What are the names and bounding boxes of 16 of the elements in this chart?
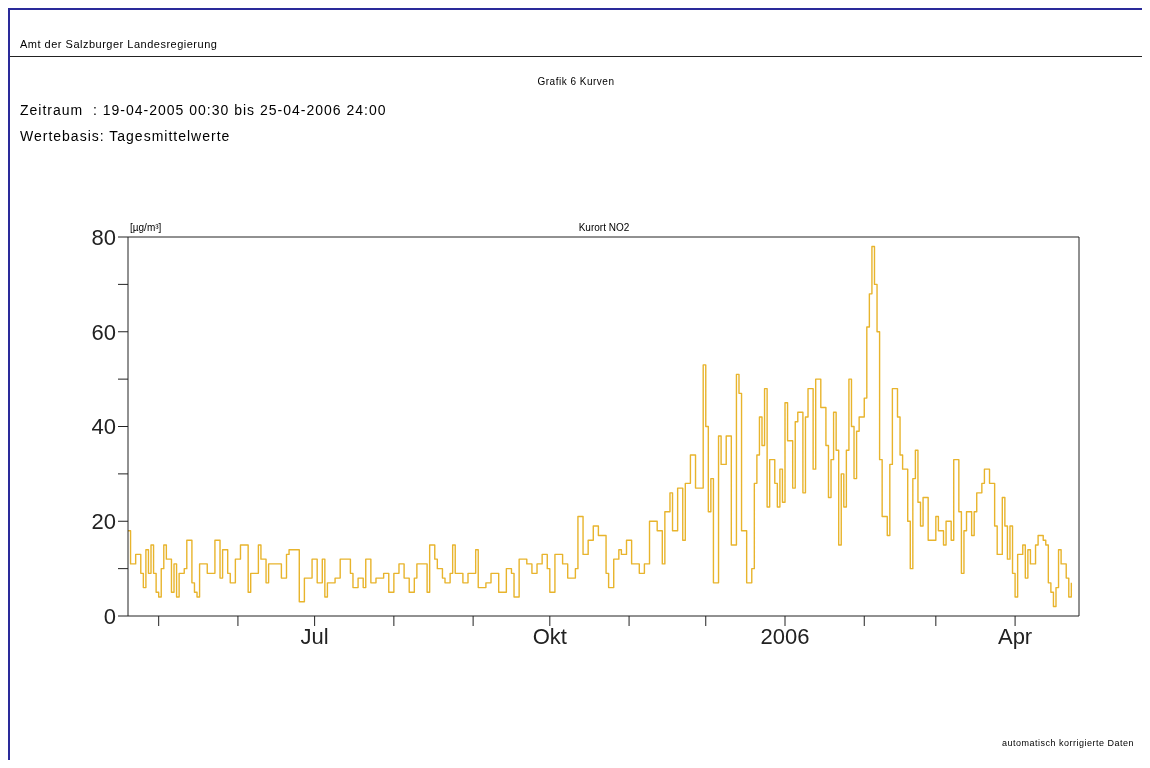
x-tick-label: 2006 [760, 623, 810, 649]
x-tick-label: Apr [997, 623, 1033, 649]
y-tick-label: 40 [91, 414, 116, 440]
text: Zeitraum : 19-04-2005 00:30 bis 25-04-2006 24:00 [20, 102, 387, 118]
y-axis-title: [µg/m³] [130, 222, 162, 233]
y-tick-label: 20 [91, 509, 116, 535]
text: Amt der Salzburger Landesregierung [20, 38, 218, 50]
x-tick-label: Okt [532, 623, 567, 649]
x-tick-label: Jul [300, 623, 329, 649]
text: Wertebasis: Tagesmittelwerte [20, 128, 231, 144]
text: automatisch korrigierte Daten [1001, 738, 1134, 748]
chart-title: Kurort NO2 [578, 222, 630, 233]
y-tick-label: 80 [91, 224, 116, 250]
y-tick-label: 60 [91, 319, 116, 345]
y-tick-label: 0 [103, 603, 116, 629]
chart-subtitle: Grafik 6 Kurven [536, 76, 616, 87]
